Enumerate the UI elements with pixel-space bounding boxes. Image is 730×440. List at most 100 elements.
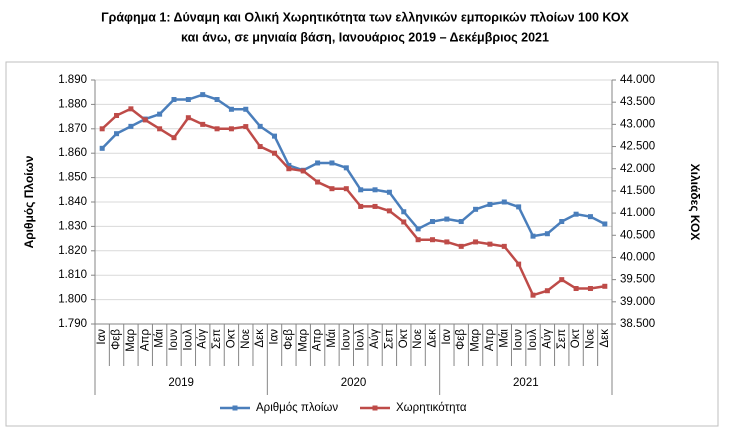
y-tick-label: 1.870 — [58, 123, 87, 135]
data-point — [573, 211, 579, 217]
data-point — [544, 231, 550, 237]
x-tick-label: Μάι — [154, 329, 166, 348]
x-tick-label: Οκτ — [225, 329, 237, 349]
data-point — [473, 239, 479, 245]
x-tick-label: Φεβ — [455, 329, 467, 350]
x-tick-label: Δεκ — [254, 329, 266, 348]
group-label: 2019 — [168, 377, 194, 389]
y2-tick-label: 42.500 — [620, 141, 655, 153]
data-point — [429, 237, 435, 243]
y-tick-label: 1.840 — [58, 196, 87, 208]
data-point — [185, 115, 191, 121]
y2-tick-label: 43.500 — [620, 96, 655, 108]
data-point — [458, 219, 464, 225]
data-point — [573, 286, 579, 292]
data-point — [587, 286, 593, 292]
data-point — [128, 123, 134, 129]
x-tick-label: Σεπ — [556, 329, 568, 349]
x-tick-label: Ιουν — [513, 329, 525, 351]
data-point — [429, 219, 435, 225]
chart-frame — [5, 61, 719, 427]
y2-tick-label: 40.500 — [620, 229, 655, 241]
y-tick-label: 1.860 — [58, 147, 87, 159]
x-tick-label: Οκτ — [570, 329, 582, 349]
chart-title: και άνω, σε μηνιαία βάση, Ιανουάριος 201… — [181, 30, 549, 44]
data-point — [516, 204, 522, 210]
x-tick-label: Νοε — [240, 329, 252, 349]
x-tick-label: Νοε — [584, 329, 596, 349]
series-line — [101, 107, 606, 297]
data-point — [228, 106, 234, 112]
x-tick-label: Αύγ — [369, 329, 381, 349]
y-axis-title: Αριθμός Πλοίων — [22, 155, 36, 248]
y2-tick-label: 38.500 — [620, 318, 655, 330]
data-point — [329, 186, 335, 192]
data-point — [587, 214, 593, 220]
data-point — [114, 112, 120, 118]
data-point — [257, 144, 263, 150]
data-point — [386, 208, 392, 214]
data-point — [142, 117, 148, 123]
data-point — [372, 187, 378, 193]
data-point — [315, 179, 321, 185]
x-tick-label: Σεπ — [211, 329, 223, 349]
data-point — [99, 126, 105, 132]
y-tick-label: 1.790 — [58, 318, 87, 330]
legend-label: Αριθμός πλοίων — [256, 402, 338, 414]
x-tick-label: Δεκ — [599, 329, 611, 348]
data-point — [559, 277, 565, 283]
y2-tick-label: 44.000 — [620, 74, 655, 86]
data-point — [444, 216, 450, 222]
x-tick-label: Νοε — [412, 329, 424, 349]
data-point — [372, 203, 378, 209]
x-tick-label: Ιουλ — [527, 329, 539, 351]
data-point — [487, 241, 493, 247]
data-point — [272, 133, 278, 139]
x-tick-label: Απρ — [484, 329, 496, 352]
data-point — [243, 124, 249, 130]
data-point — [315, 160, 321, 166]
data-point — [401, 219, 407, 225]
x-tick-label: Μαρ — [125, 329, 137, 352]
x-tick-label: Φεβ — [283, 329, 295, 350]
data-point — [415, 237, 421, 243]
y-tick-label: 1.820 — [58, 245, 87, 257]
data-point — [300, 168, 306, 174]
y-tick-label: 1.850 — [58, 172, 87, 184]
data-point — [214, 97, 220, 103]
data-point — [501, 199, 507, 205]
data-point — [272, 150, 278, 156]
data-point — [516, 261, 522, 267]
x-tick-label: Σεπ — [383, 329, 395, 349]
data-point — [544, 288, 550, 294]
y2-tick-label: 43.000 — [620, 118, 655, 130]
data-point — [343, 165, 349, 171]
legend-marker — [232, 405, 238, 411]
y-tick-label: 1.830 — [58, 220, 87, 232]
data-point — [200, 92, 206, 98]
legend-marker — [372, 405, 378, 411]
data-point — [358, 187, 364, 193]
data-point — [458, 243, 464, 249]
data-point — [530, 292, 536, 298]
x-tick-label: Ιαν — [96, 329, 108, 345]
data-point — [286, 162, 292, 168]
data-point — [415, 226, 421, 232]
data-point — [386, 189, 392, 195]
data-point — [602, 221, 608, 227]
data-point — [257, 123, 263, 129]
y2-tick-label: 42.000 — [620, 163, 655, 175]
data-point — [401, 209, 407, 215]
data-point — [444, 239, 450, 245]
y2-tick-label: 41.000 — [620, 207, 655, 219]
x-tick-label: Μαρ — [470, 329, 482, 352]
x-tick-label: Μαρ — [297, 329, 309, 352]
x-tick-label: Μάι — [498, 329, 510, 348]
data-point — [602, 283, 608, 289]
y-tick-label: 1.880 — [58, 98, 87, 110]
data-point — [243, 106, 249, 112]
x-tick-label: Ιαν — [441, 329, 453, 345]
x-tick-label: Οκτ — [398, 329, 410, 349]
x-tick-label: Ιουλ — [355, 329, 367, 351]
x-tick-label: Αύγ — [541, 329, 553, 349]
